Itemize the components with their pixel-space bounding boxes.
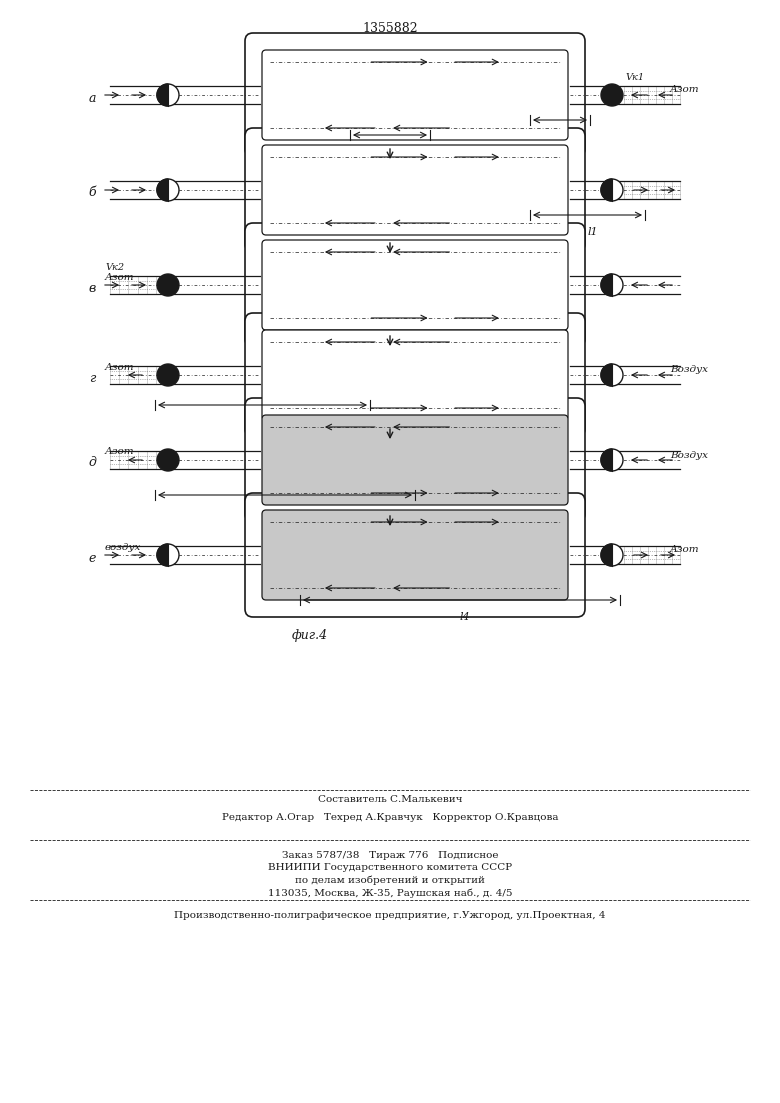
Polygon shape	[157, 84, 168, 106]
FancyBboxPatch shape	[262, 144, 568, 235]
Polygon shape	[601, 364, 612, 386]
Text: Составитель С.Малькевич: Составитель С.Малькевич	[317, 795, 463, 804]
Circle shape	[601, 544, 623, 566]
FancyBboxPatch shape	[245, 223, 585, 347]
Circle shape	[157, 179, 179, 201]
Polygon shape	[601, 449, 612, 471]
Text: Азот: Азот	[670, 86, 700, 95]
Text: а: а	[88, 92, 96, 105]
FancyBboxPatch shape	[262, 50, 568, 140]
Text: Vк2: Vк2	[105, 263, 124, 271]
Text: е: е	[88, 552, 96, 565]
FancyBboxPatch shape	[245, 398, 585, 522]
Text: d1: d1	[558, 132, 572, 142]
Polygon shape	[601, 179, 612, 201]
Text: Азот: Азот	[670, 546, 700, 555]
FancyBboxPatch shape	[262, 330, 568, 420]
FancyBboxPatch shape	[245, 33, 585, 157]
Circle shape	[601, 364, 623, 386]
Text: Азот: Азот	[105, 448, 135, 457]
Text: Азот: Азот	[105, 363, 135, 372]
Text: по делам изобретений и открытий: по делам изобретений и открытий	[295, 876, 485, 885]
Polygon shape	[601, 274, 612, 296]
Text: Воздух: Воздух	[670, 450, 708, 460]
Text: б: б	[88, 186, 96, 200]
Text: в: в	[88, 281, 96, 295]
Circle shape	[601, 84, 623, 106]
Polygon shape	[601, 544, 612, 566]
FancyBboxPatch shape	[262, 415, 568, 505]
FancyBboxPatch shape	[245, 313, 585, 437]
Text: l2: l2	[262, 417, 273, 427]
Text: ВНИИПИ Государственного комитета СССР: ВНИИПИ Государственного комитета СССР	[268, 864, 512, 872]
Text: Vк1: Vк1	[625, 73, 644, 82]
FancyBboxPatch shape	[245, 128, 585, 251]
FancyBboxPatch shape	[262, 240, 568, 330]
Text: Производственно-полиграфическое предприятие, г.Ужгород, ул.Проектная, 4: Производственно-полиграфическое предприя…	[174, 911, 606, 921]
Text: 1355882: 1355882	[362, 21, 418, 34]
Circle shape	[601, 449, 623, 471]
FancyBboxPatch shape	[245, 493, 585, 617]
Text: l1: l1	[587, 227, 597, 237]
Polygon shape	[157, 179, 168, 201]
Circle shape	[157, 84, 179, 106]
Text: Заказ 5787/38   Тираж 776   Подписное: Заказ 5787/38 Тираж 776 Подписное	[282, 850, 498, 859]
Circle shape	[601, 274, 623, 296]
Text: Азот: Азот	[105, 272, 135, 281]
Polygon shape	[157, 544, 168, 566]
Text: d2: d2	[383, 147, 397, 157]
Circle shape	[157, 449, 179, 471]
Text: г: г	[89, 372, 95, 385]
Text: 113035, Москва, Ж-35, Раушская наб., д. 4/5: 113035, Москва, Ж-35, Раушская наб., д. …	[268, 888, 512, 898]
Circle shape	[157, 274, 179, 296]
Text: фиг.4: фиг.4	[292, 629, 328, 642]
Text: д: д	[88, 457, 96, 470]
Text: l4: l4	[459, 612, 470, 622]
Text: Воздух: Воздух	[670, 365, 708, 375]
FancyBboxPatch shape	[262, 510, 568, 600]
Text: воздух: воздух	[105, 543, 141, 552]
Text: Редактор А.Огар   Техред А.Кравчук   Корректор О.Кравцова: Редактор А.Огар Техред А.Кравчук Коррект…	[222, 814, 558, 823]
Circle shape	[157, 364, 179, 386]
Circle shape	[601, 179, 623, 201]
Circle shape	[157, 544, 179, 566]
Text: l3: l3	[285, 507, 296, 517]
